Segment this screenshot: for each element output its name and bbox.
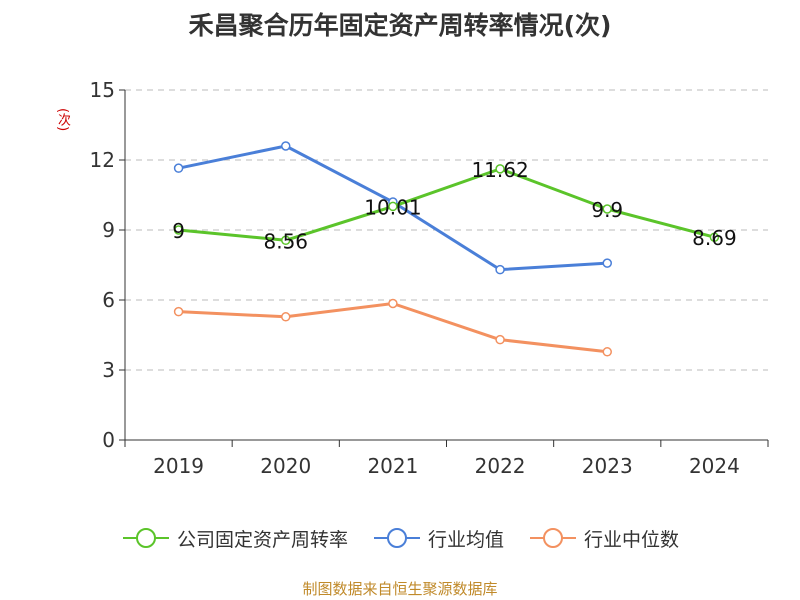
y-tick-label: 3 xyxy=(102,358,115,382)
series-point-2 xyxy=(281,312,291,322)
x-tick-label: 2024 xyxy=(689,454,740,478)
grid-layer xyxy=(125,89,768,371)
data-label: 9 xyxy=(172,219,185,243)
chart-legend: 公司固定资产周转率 行业均值 行业中位数 xyxy=(0,520,800,556)
series-point-2 xyxy=(388,298,398,309)
chart-title: 禾昌聚合历年固定资产周转率情况(次) xyxy=(188,11,612,40)
source-note: 制图数据来自恒生聚源数据库 xyxy=(302,580,498,598)
y-tick-label: 15 xyxy=(90,78,115,102)
x-tick-label: 2021 xyxy=(367,454,418,478)
legend-swatch-icon xyxy=(530,528,576,548)
series-line-0 xyxy=(178,167,715,242)
data-label: 8.69 xyxy=(692,226,737,250)
series-point-2 xyxy=(173,306,184,317)
series-point-0 xyxy=(173,225,184,235)
data-label: 11.62 xyxy=(471,158,528,182)
legend-item: 行业中位数 xyxy=(528,525,679,552)
series-point-0 xyxy=(281,235,291,246)
series-point-0 xyxy=(602,204,612,214)
x-tick-label: 2019 xyxy=(153,454,204,478)
y-tick-label: 12 xyxy=(90,148,115,172)
legend-label: 行业均值 xyxy=(427,528,504,551)
series-point-0 xyxy=(709,232,720,242)
legend-swatch-icon xyxy=(122,528,169,548)
series-point-1 xyxy=(281,141,291,151)
series-layer xyxy=(173,141,720,357)
series-line-2 xyxy=(178,302,608,354)
data-label: 10.01 xyxy=(364,195,421,219)
data-label: 9.9 xyxy=(591,198,623,222)
y-axis-unit-label: (次) xyxy=(55,108,70,132)
y-tick-label: 0 xyxy=(102,428,115,452)
series-point-2 xyxy=(495,334,505,345)
series-point-1 xyxy=(495,264,505,275)
x-tick-label: 2022 xyxy=(475,454,526,478)
series-point-0 xyxy=(388,201,398,212)
legend-label: 公司固定资产周转率 xyxy=(176,528,348,551)
data-label-layer: 9 8.56 10.01 11.62 9.9 8.69 xyxy=(172,158,736,253)
data-label: 8.56 xyxy=(263,229,308,253)
legend-item: 行业均值 xyxy=(372,525,504,552)
axis-layer: 0 3 6 9 12 15 2019 2020 2021 2022 2023 2024 xyxy=(90,78,769,478)
legend-item: 公司固定资产周转率 xyxy=(121,525,348,552)
legend-label: 行业中位数 xyxy=(584,528,680,551)
series-point-2 xyxy=(602,347,612,357)
series-point-0 xyxy=(495,164,505,174)
x-tick-label: 2023 xyxy=(582,454,633,478)
y-tick-label: 9 xyxy=(102,218,115,242)
x-tick-label: 2020 xyxy=(260,454,311,478)
series-point-1 xyxy=(602,258,612,268)
y-tick-label: 6 xyxy=(102,288,115,312)
series-point-1 xyxy=(173,163,184,173)
legend-swatch-icon xyxy=(373,528,420,548)
